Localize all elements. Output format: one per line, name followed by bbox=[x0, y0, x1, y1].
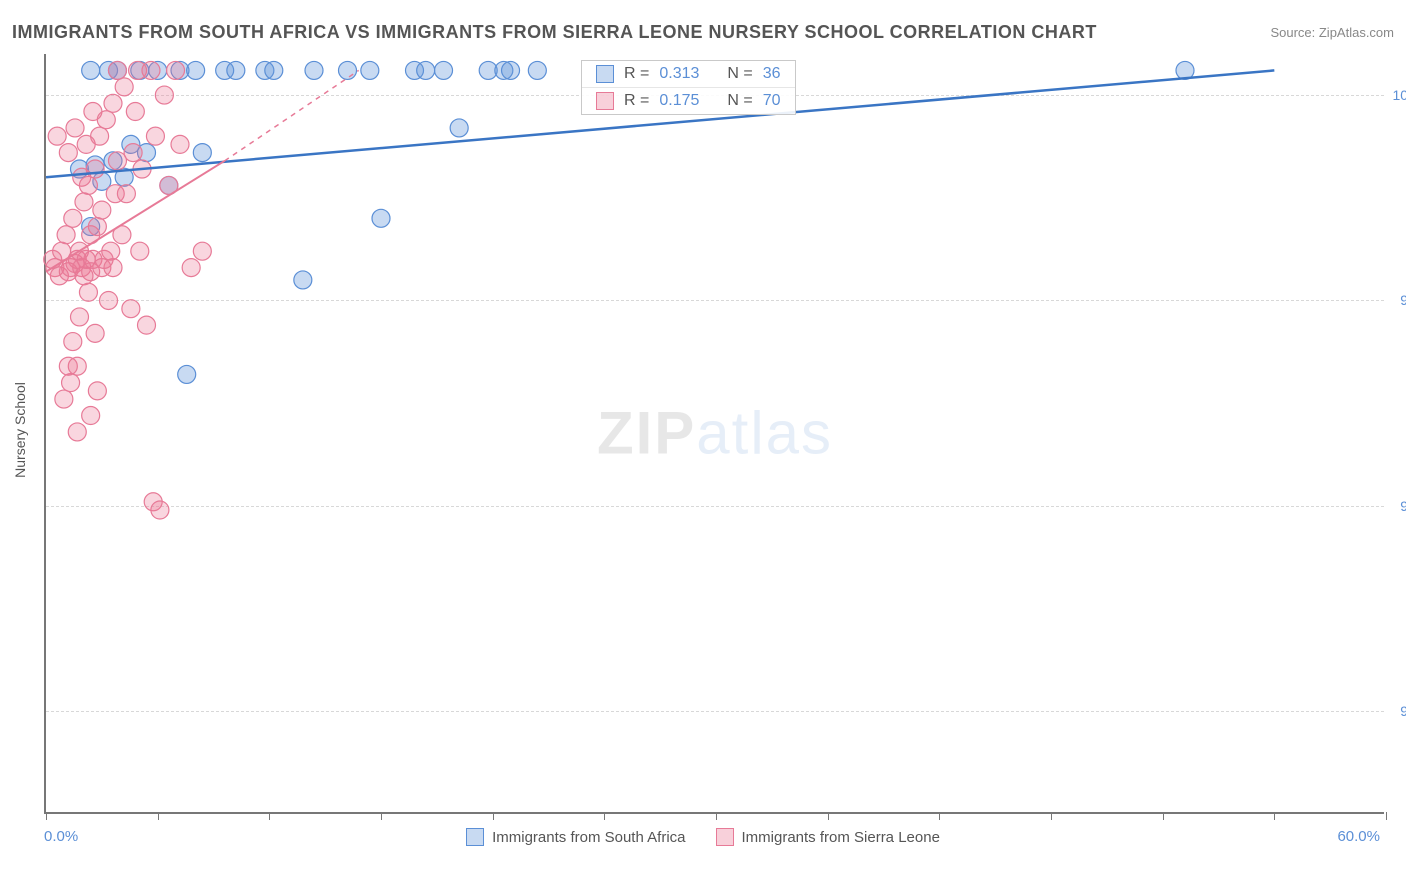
data-point bbox=[115, 78, 133, 96]
data-point bbox=[64, 209, 82, 227]
data-point bbox=[155, 86, 173, 104]
y-tick-label: 100.0% bbox=[1390, 87, 1406, 103]
data-point bbox=[502, 61, 520, 79]
data-point bbox=[265, 61, 283, 79]
data-point bbox=[108, 61, 126, 79]
x-tick bbox=[939, 812, 940, 820]
n-value-pink: 70 bbox=[763, 92, 781, 110]
data-point bbox=[372, 209, 390, 227]
y-axis-label: Nursery School bbox=[12, 382, 28, 478]
data-point bbox=[171, 135, 189, 153]
data-point bbox=[59, 357, 77, 375]
data-point bbox=[88, 382, 106, 400]
data-point bbox=[88, 218, 106, 236]
y-tick-label: 92.5% bbox=[1390, 703, 1406, 719]
scatter-svg bbox=[46, 54, 1384, 812]
data-point bbox=[142, 61, 160, 79]
data-point bbox=[187, 61, 205, 79]
data-point bbox=[138, 316, 156, 334]
data-point bbox=[339, 61, 357, 79]
data-point bbox=[86, 324, 104, 342]
x-tick bbox=[381, 812, 382, 820]
data-point bbox=[126, 103, 144, 121]
data-point bbox=[167, 61, 185, 79]
r-value-blue: 0.313 bbox=[659, 65, 699, 83]
n-value-blue: 36 bbox=[763, 65, 781, 83]
x-tick bbox=[828, 812, 829, 820]
data-point bbox=[64, 333, 82, 351]
data-point bbox=[82, 61, 100, 79]
data-point bbox=[193, 144, 211, 162]
x-tick bbox=[46, 812, 47, 820]
data-point bbox=[71, 308, 89, 326]
data-point bbox=[97, 111, 115, 129]
legend-swatch-blue-icon bbox=[466, 828, 484, 846]
data-point bbox=[178, 365, 196, 383]
data-point bbox=[68, 423, 86, 441]
source-link[interactable]: ZipAtlas.com bbox=[1319, 25, 1394, 40]
y-tick-label: 95.0% bbox=[1390, 498, 1406, 514]
data-point bbox=[450, 119, 468, 137]
plot-area: 100.0%97.5%95.0%92.5% ZIPatlas R = 0.313… bbox=[44, 54, 1384, 814]
data-point bbox=[62, 374, 80, 392]
x-tick bbox=[604, 812, 605, 820]
bottom-legend: Immigrants from South Africa Immigrants … bbox=[0, 828, 1406, 846]
data-point bbox=[528, 61, 546, 79]
data-point bbox=[146, 127, 164, 145]
x-tick bbox=[269, 812, 270, 820]
legend-label-blue: Immigrants from South Africa bbox=[492, 829, 685, 846]
stats-row-pink: R = 0.175 N = 70 bbox=[582, 87, 795, 114]
data-point bbox=[66, 119, 84, 137]
data-point bbox=[59, 144, 77, 162]
x-tick bbox=[716, 812, 717, 820]
r-value-pink: 0.175 bbox=[659, 92, 699, 110]
swatch-blue-icon bbox=[596, 65, 614, 83]
data-point bbox=[75, 193, 93, 211]
data-point bbox=[227, 61, 245, 79]
data-point bbox=[100, 291, 118, 309]
legend-label-pink: Immigrants from Sierra Leone bbox=[742, 829, 940, 846]
data-point bbox=[91, 127, 109, 145]
data-point bbox=[122, 300, 140, 318]
data-point bbox=[182, 259, 200, 277]
data-point bbox=[151, 501, 169, 519]
legend-item-blue: Immigrants from South Africa bbox=[466, 828, 685, 846]
stats-legend-box: R = 0.313 N = 36 R = 0.175 N = 70 bbox=[581, 60, 796, 115]
data-point bbox=[79, 176, 97, 194]
x-tick bbox=[1274, 812, 1275, 820]
stats-row-blue: R = 0.313 N = 36 bbox=[582, 61, 795, 87]
legend-item-pink: Immigrants from Sierra Leone bbox=[716, 828, 940, 846]
data-point bbox=[305, 61, 323, 79]
trend-line-extension bbox=[225, 70, 359, 160]
swatch-pink-icon bbox=[596, 92, 614, 110]
data-point bbox=[86, 160, 104, 178]
data-point bbox=[361, 61, 379, 79]
data-point bbox=[417, 61, 435, 79]
data-point bbox=[104, 259, 122, 277]
title-bar: IMMIGRANTS FROM SOUTH AFRICA VS IMMIGRAN… bbox=[12, 18, 1394, 46]
x-tick bbox=[493, 812, 494, 820]
data-point bbox=[124, 144, 142, 162]
data-point bbox=[55, 390, 73, 408]
data-point bbox=[193, 242, 211, 260]
data-point bbox=[117, 185, 135, 203]
source-label: Source: ZipAtlas.com bbox=[1270, 25, 1394, 40]
x-tick bbox=[158, 812, 159, 820]
data-point bbox=[57, 226, 75, 244]
x-tick bbox=[1051, 812, 1052, 820]
data-point bbox=[104, 94, 122, 112]
data-point bbox=[79, 283, 97, 301]
data-point bbox=[131, 242, 149, 260]
data-point bbox=[82, 407, 100, 425]
x-tick bbox=[1163, 812, 1164, 820]
legend-swatch-pink-icon bbox=[716, 828, 734, 846]
data-point bbox=[435, 61, 453, 79]
data-point bbox=[294, 271, 312, 289]
y-tick-label: 97.5% bbox=[1390, 292, 1406, 308]
data-point bbox=[102, 242, 120, 260]
data-point bbox=[48, 127, 66, 145]
data-point bbox=[93, 201, 111, 219]
x-tick bbox=[1386, 812, 1387, 820]
chart-title: IMMIGRANTS FROM SOUTH AFRICA VS IMMIGRAN… bbox=[12, 22, 1097, 43]
